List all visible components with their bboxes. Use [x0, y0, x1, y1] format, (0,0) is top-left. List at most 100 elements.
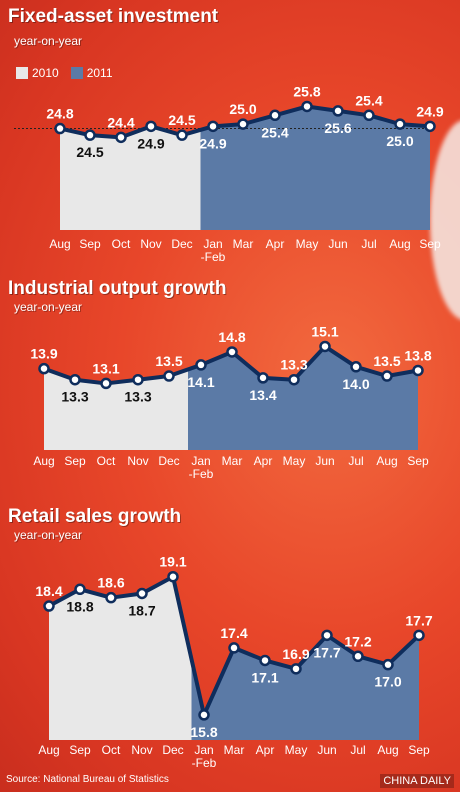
data-label: 13.3: [61, 389, 88, 405]
data-point: [176, 129, 188, 141]
x-tick-label: Mar: [224, 743, 245, 757]
data-point: [381, 370, 393, 382]
x-tick-label: Jan: [194, 743, 213, 757]
data-label: 24.8: [46, 106, 73, 122]
x-tick-label: Mar: [222, 454, 243, 468]
data-point: [257, 372, 269, 384]
data-label: 24.9: [199, 135, 226, 151]
chart-subtitle-fixed-asset: year-on-year: [14, 34, 83, 48]
legend-label-2011: 2011: [86, 66, 113, 80]
x-tick-label: Aug: [49, 237, 70, 251]
data-point: [105, 591, 117, 604]
x-tick-label: Oct: [112, 237, 131, 251]
data-label: 25.8: [293, 83, 320, 99]
x-tick-label: Oct: [97, 454, 116, 468]
x-tick-label: -Feb: [189, 467, 214, 481]
x-tick-label: Jul: [348, 454, 363, 468]
x-tick-label: Sep: [69, 743, 91, 757]
chart-title-fixed-asset: Fixed-asset investment: [8, 6, 219, 27]
data-point: [290, 663, 302, 675]
data-point: [167, 570, 179, 583]
x-tick-label: Jan: [203, 237, 222, 251]
data-label: 24.5: [76, 144, 103, 160]
legend: 2010 2011: [16, 66, 125, 80]
data-point: [136, 587, 148, 600]
data-point: [132, 373, 144, 386]
data-point: [145, 120, 157, 133]
data-point: [228, 642, 240, 654]
data-label: 13.9: [30, 346, 57, 362]
data-point: [412, 364, 424, 377]
data-point: [38, 362, 50, 375]
x-tick-label: Dec: [158, 454, 179, 468]
data-point: [332, 105, 344, 117]
data-label: 14.1: [187, 374, 214, 390]
x-tick-label: May: [296, 237, 319, 251]
data-label: 13.5: [155, 353, 182, 369]
data-label: 14.0: [342, 376, 369, 392]
x-tick-label: Jun: [317, 743, 336, 757]
data-label: 17.7: [313, 644, 340, 660]
data-point: [163, 370, 175, 382]
data-label: 17.4: [220, 625, 247, 641]
x-tick-label: Aug: [376, 454, 397, 468]
data-label: 14.8: [218, 329, 245, 345]
x-tick-label: Aug: [389, 237, 410, 251]
data-label: 13.4: [249, 387, 276, 403]
data-label: 24.9: [416, 103, 443, 119]
x-tick-label: Sep: [419, 237, 441, 251]
x-tick-label: Sep: [407, 454, 429, 468]
data-point: [288, 373, 300, 386]
data-point: [363, 109, 375, 122]
area-2010: [60, 126, 201, 230]
data-label: 25.6: [324, 120, 351, 136]
area-2011: [200, 106, 430, 230]
data-label: 24.9: [137, 135, 164, 151]
data-label: 13.8: [404, 347, 431, 363]
data-point: [394, 118, 406, 130]
legend-item-2011: 2011: [70, 66, 113, 80]
area-2011: [191, 635, 419, 740]
data-label: 17.1: [251, 669, 278, 685]
data-point: [350, 361, 362, 373]
data-point: [319, 340, 331, 353]
x-tick-label: -Feb: [201, 250, 226, 264]
data-point: [74, 583, 86, 596]
data-point: [43, 600, 55, 612]
retail-sales-chart: 18.418.818.618.719.115.817.417.116.9 17.7…: [35, 554, 432, 770]
data-point: [54, 122, 66, 135]
x-tick-label: Dec: [171, 237, 192, 251]
data-point: [259, 654, 271, 667]
data-label: 18.6: [97, 575, 124, 591]
data-label: 24.4: [107, 114, 134, 130]
chart-subtitle-industrial: year-on-year: [14, 300, 83, 314]
x-tick-label: May: [285, 743, 308, 757]
area-2011: [188, 346, 418, 450]
data-point: [382, 658, 394, 671]
data-point: [301, 100, 313, 113]
area-2010: [49, 576, 192, 740]
data-point: [424, 120, 436, 133]
data-point: [207, 120, 219, 133]
x-tick-label: Oct: [102, 743, 121, 757]
data-label: 17.0: [374, 674, 401, 690]
x-tick-label: Apr: [256, 743, 275, 757]
x-tick-label: Dec: [162, 743, 183, 757]
x-tick-label: Aug: [38, 743, 59, 757]
data-label: 24.5: [168, 112, 195, 128]
x-tick-label: Apr: [266, 237, 285, 251]
data-label: 13.5: [373, 353, 400, 369]
data-point: [100, 377, 112, 390]
chart-subtitle-retail: year-on-year: [14, 528, 83, 542]
x-tick-label: Nov: [140, 237, 161, 251]
x-tick-label: Aug: [33, 454, 54, 468]
x-tick-label: May: [283, 454, 306, 468]
data-label: 13.3: [124, 389, 151, 405]
data-label: 17.7: [405, 612, 432, 628]
x-tick-label: Jul: [350, 743, 365, 757]
x-tick-label: Aug: [377, 743, 398, 757]
x-tick-label: Sep: [79, 237, 101, 251]
data-point: [237, 118, 249, 130]
chart-title-retail: Retail sales growth: [8, 506, 182, 527]
